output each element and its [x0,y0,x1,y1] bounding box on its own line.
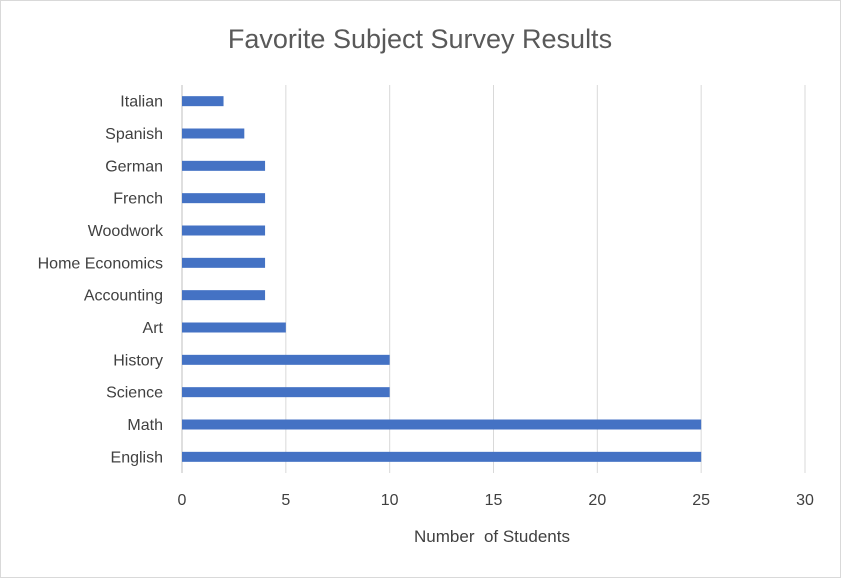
bar-french [182,193,266,204]
x-tick-label: 25 [692,492,710,509]
bar-german [182,160,266,171]
category-label: History [113,352,163,369]
bar-home-economics [182,257,266,268]
x-tick-labels: 0 5 10 15 20 25 30 [178,492,814,509]
bar-accounting [182,290,266,301]
bar-history [182,354,390,365]
category-label: Math [127,417,163,434]
category-label: Home Economics [38,255,163,272]
x-tick-label: 15 [485,492,503,509]
x-axis-title: Number of Students [414,527,570,546]
x-tick-label: 20 [588,492,606,509]
category-label: Spanish [105,126,163,143]
category-label: Italian [120,94,163,111]
category-label: French [113,191,163,208]
bar-science [182,387,390,398]
bar-art [182,322,286,333]
category-label: Woodwork [88,223,164,240]
category-label: Accounting [84,288,163,305]
bar-math [182,419,702,430]
x-tick-label: 10 [381,492,399,509]
category-label: Art [143,320,164,337]
x-tick-label: 5 [281,492,290,509]
bar-english [182,451,702,462]
bar-woodwork [182,225,266,236]
x-tick-label: 30 [796,492,814,509]
category-labels: Italian Spanish German French Woodwork Home E… [38,94,164,467]
category-label: English [111,449,163,466]
bar-spanish [182,128,245,139]
gridlines [181,85,806,473]
bar-italian [182,96,224,107]
chart-title: Favorite Subject Survey Results [228,24,612,54]
category-label: German [105,158,163,175]
x-tick-label: 0 [178,492,187,509]
bars [182,96,702,462]
category-label: Science [106,385,163,402]
